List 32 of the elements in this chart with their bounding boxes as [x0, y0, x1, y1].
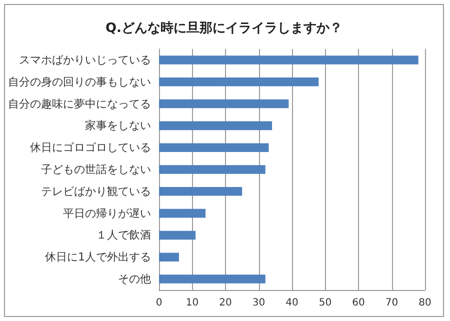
x-tick-label: 10	[186, 298, 199, 308]
chart-title: Q.どんな時に旦那にイライラしますか？	[106, 21, 342, 36]
x-tick-label: 0	[156, 298, 162, 308]
y-tick-label: その他	[118, 272, 151, 286]
bar	[159, 143, 269, 152]
x-tick-label: 70	[385, 298, 398, 308]
y-tick-label: スマホばかりいじっている	[19, 53, 151, 66]
y-tick-label: 自分の趣味に夢中になってる	[8, 97, 151, 110]
bar	[159, 121, 272, 130]
bar	[159, 165, 266, 174]
x-tick-label: 30	[252, 298, 266, 308]
y-tick-label: 家事をしない	[85, 119, 151, 132]
y-tick-label: 平日の帰りが遅い	[63, 206, 151, 220]
x-tick-label: 80	[418, 298, 432, 308]
x-tick-label: 40	[286, 298, 298, 308]
bar	[159, 274, 266, 284]
y-tick-label: 子どもの世話をしない	[41, 163, 151, 176]
y-tick-label: 休日に1人で外出する	[45, 250, 151, 264]
bar	[159, 187, 242, 196]
bar	[159, 99, 289, 108]
bar	[159, 230, 196, 240]
bar	[159, 77, 319, 86]
y-tick-label: 休日にゴロゴロしている	[30, 141, 151, 154]
x-tick-label: 60	[352, 298, 365, 308]
bar	[159, 208, 206, 218]
y-tick-label: テレビばかり観ている	[41, 184, 151, 198]
y-tick-label: １人で飲酒	[96, 228, 151, 242]
x-tick-label: 20	[219, 298, 232, 308]
x-tick-label: 50	[318, 298, 332, 308]
bar	[159, 56, 418, 64]
bar	[159, 252, 179, 262]
y-tick-label: 自分の身の回りの事もしない	[8, 75, 151, 88]
